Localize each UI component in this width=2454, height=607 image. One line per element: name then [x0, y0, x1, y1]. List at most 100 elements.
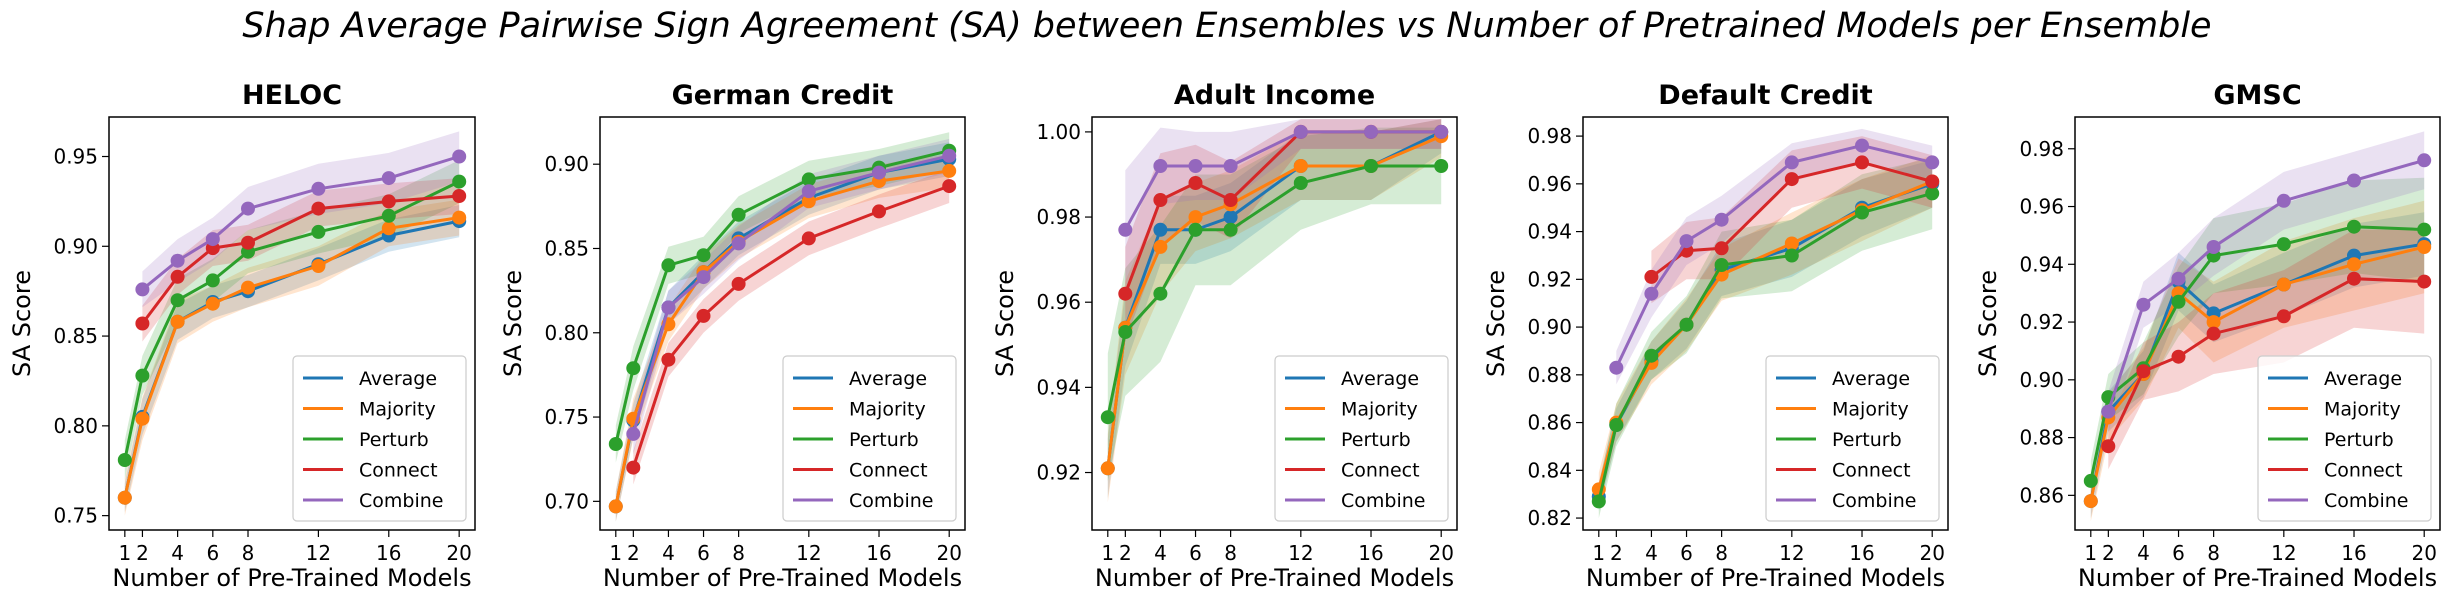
- y-tick-label: 0.80: [53, 414, 98, 438]
- legend-label: Average: [2324, 368, 2402, 390]
- legend-label: Perturb: [1341, 429, 1411, 451]
- data-point-connect: [1188, 176, 1203, 190]
- data-point-combine: [731, 236, 746, 251]
- legend-label: Combine: [1832, 490, 1916, 512]
- y-axis-label: SA Score: [991, 270, 1019, 377]
- series-line-average: [2089, 242, 2425, 502]
- x-tick-label: 6: [206, 541, 219, 565]
- data-point-perturb: [1925, 186, 1940, 201]
- data-point-perturb: [1679, 317, 1694, 332]
- data-point-average: [1153, 222, 1168, 237]
- data-point-perturb: [1609, 418, 1624, 432]
- y-tick-label: 0.96: [1036, 290, 1081, 314]
- x-tick-label: 4: [2137, 541, 2150, 565]
- data-point-majority: [2083, 494, 2098, 509]
- data-point-perturb: [1188, 222, 1203, 237]
- data-point-connect: [452, 189, 467, 203]
- data-point-majority: [942, 163, 957, 178]
- data-point-majority: [381, 221, 396, 236]
- legend-label: Perturb: [359, 429, 429, 451]
- x-tick-label: 16: [866, 541, 891, 565]
- confidence-band-average: [124, 205, 460, 512]
- legend-label: Connect: [1341, 460, 1420, 482]
- y-tick-label: 0.95: [53, 145, 98, 169]
- data-point-connect: [1714, 241, 1729, 256]
- data-point-majority: [1293, 159, 1308, 173]
- legend: Average Majority Perturb Connect Combine: [1765, 355, 1940, 522]
- x-tick-label: 6: [2172, 541, 2185, 565]
- data-point-connect: [1223, 193, 1238, 207]
- y-tick-label: 0.90: [53, 234, 98, 258]
- data-point-combine: [1784, 155, 1799, 170]
- data-point-combine: [1855, 138, 1869, 153]
- x-tick-label: 1: [1592, 541, 1605, 565]
- data-point-combine: [1434, 124, 1449, 139]
- data-point-combine: [1714, 212, 1729, 227]
- x-tick-label: 4: [171, 541, 184, 565]
- data-point-combine: [1118, 222, 1133, 237]
- confidence-band-combine: [2108, 131, 2425, 432]
- data-point-perturb: [1434, 159, 1449, 173]
- x-tick-label: 8: [732, 541, 745, 565]
- data-point-majority: [1100, 461, 1115, 476]
- plot-frame: [599, 116, 966, 531]
- legend-label: Perturb: [1832, 429, 1902, 451]
- x-tick-label: 4: [662, 541, 675, 565]
- legend-label: Average: [849, 368, 927, 390]
- data-point-combine: [1679, 234, 1694, 249]
- data-point-connect: [1644, 269, 1659, 284]
- data-point-perturb: [311, 224, 326, 239]
- x-tick-label: 1: [2084, 541, 2097, 565]
- data-point-connect: [2347, 271, 2361, 286]
- x-tick-label: 16: [1358, 541, 1383, 565]
- y-tick-label: 0.85: [544, 236, 589, 260]
- data-point-perturb: [1855, 205, 1869, 220]
- data-point-connect: [135, 316, 150, 331]
- y-tick-label: 0.98: [1036, 205, 1081, 229]
- y-tick-label: 0.70: [544, 489, 589, 513]
- legend: Average Majority Perturb Connect Combine: [1274, 355, 1449, 522]
- x-tick-label: 1: [609, 541, 622, 565]
- data-point-combine: [1609, 360, 1624, 375]
- data-point-combine: [696, 270, 711, 285]
- x-axis-label: Number of Pre-Trained Models: [1095, 564, 1454, 592]
- data-point-majority: [1784, 236, 1799, 251]
- data-point-connect: [1153, 193, 1168, 207]
- data-point-majority: [452, 210, 467, 225]
- x-tick-label: 8: [1224, 541, 1237, 565]
- data-point-perturb: [1293, 176, 1308, 190]
- data-point-majority: [801, 194, 816, 209]
- data-point-perturb: [2347, 219, 2361, 234]
- confidence-band-perturb: [2090, 177, 2425, 502]
- data-point-perturb: [1644, 348, 1659, 363]
- x-tick-label: 6: [1680, 541, 1693, 565]
- confidence-band-perturb: [1598, 157, 1933, 519]
- y-tick-label: 0.96: [2019, 195, 2064, 219]
- x-tick-label: 8: [242, 541, 255, 565]
- data-point-combine: [452, 149, 467, 164]
- legend-label: Average: [359, 368, 437, 390]
- x-tick-label: 12: [1779, 541, 1804, 565]
- data-point-majority: [2417, 240, 2432, 254]
- data-point-combine: [942, 148, 957, 163]
- data-point-majority: [170, 314, 185, 329]
- data-point-combine: [2171, 271, 2186, 286]
- x-tick-label: 20: [1919, 541, 1944, 565]
- legend-label: Majority: [359, 399, 436, 421]
- confidence-band-majority: [124, 199, 460, 516]
- series-line-perturb: [1597, 191, 1933, 502]
- series-line-majority: [1106, 134, 1442, 469]
- series-line-perturb: [1106, 164, 1442, 418]
- data-point-perturb: [1153, 286, 1168, 301]
- data-point-perturb: [1118, 325, 1133, 339]
- data-point-perturb: [1784, 248, 1799, 263]
- plot-frame: [2074, 116, 2441, 531]
- data-point-perturb: [2417, 222, 2432, 237]
- data-point-perturb: [452, 174, 467, 189]
- data-point-combine: [2347, 173, 2361, 188]
- data-point-combine: [2101, 404, 2116, 419]
